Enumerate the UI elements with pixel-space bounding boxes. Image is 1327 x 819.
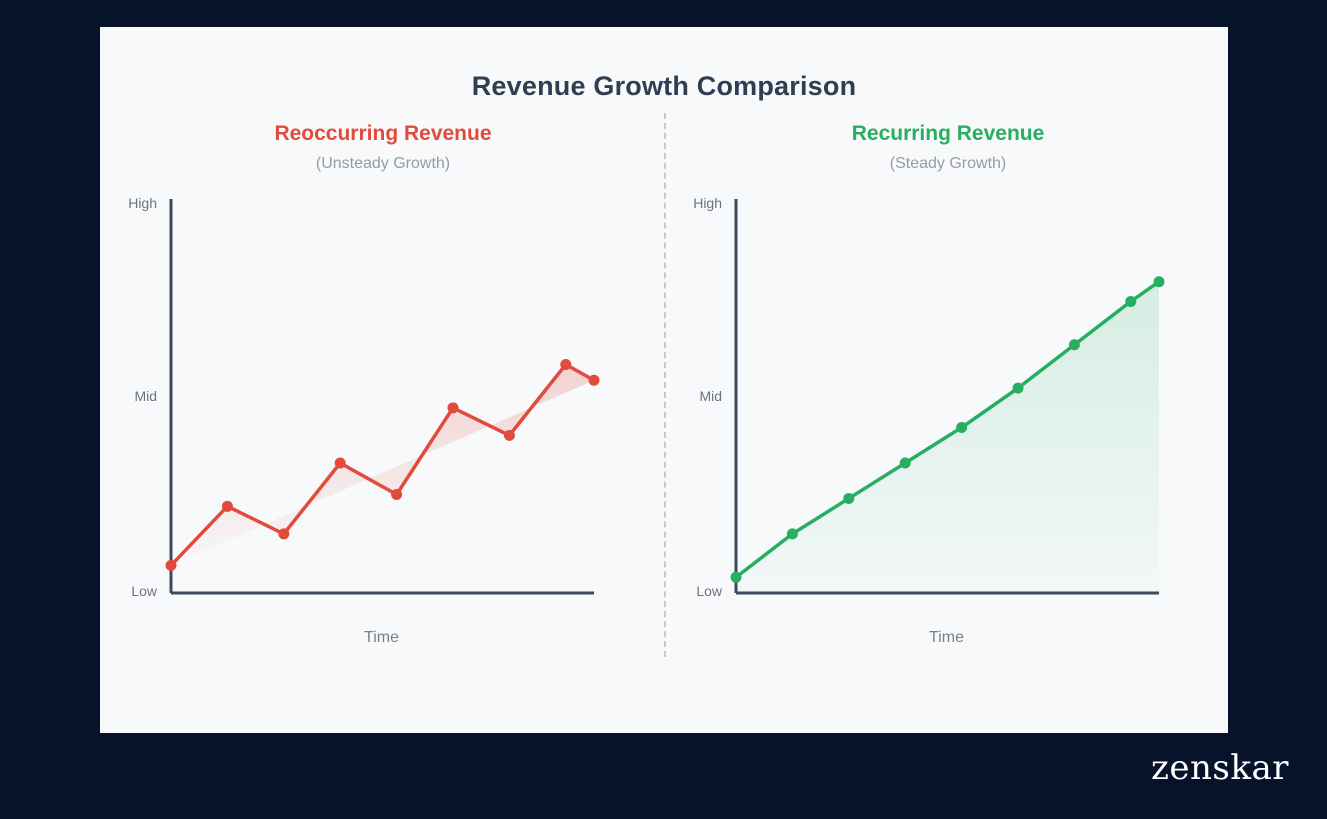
data-point-1 — [786, 528, 798, 540]
y-tick-label-low: Low — [131, 583, 158, 599]
y-tick-label-high: High — [693, 195, 722, 211]
panel-subtitle-recurring: (Steady Growth) — [889, 155, 1007, 172]
data-point-3 — [334, 457, 346, 469]
data-point-2 — [843, 492, 855, 504]
area-fill-0 — [171, 364, 594, 566]
x-axis-label: Time — [929, 629, 964, 646]
data-point-7 — [560, 358, 572, 370]
data-point-7 — [1125, 295, 1137, 307]
data-point-4 — [956, 422, 968, 434]
page-title: Revenue Growth Comparison — [471, 71, 857, 101]
chart-card: Revenue Growth Comparison Reoccurring Re… — [100, 27, 1228, 733]
y-tick-label-mid: Mid — [699, 388, 722, 404]
data-point-5 — [1012, 382, 1024, 394]
data-point-1 — [221, 500, 233, 512]
panel-title-reoccurring: Reoccurring Revenue — [274, 122, 492, 145]
data-point-4 — [391, 489, 403, 500]
data-point-8 — [1153, 276, 1165, 288]
panel-subtitle-reoccurring: (Unsteady Growth) — [315, 155, 451, 172]
y-tick-label-high: High — [128, 195, 157, 211]
y-tick-label-low: Low — [696, 583, 723, 599]
panel-title-recurring: Recurring Revenue — [851, 122, 1045, 145]
recurring-revenue-chart: Low Mid High Time — [693, 195, 1165, 646]
data-point-5 — [447, 402, 459, 414]
x-axis-label: Time — [364, 629, 399, 646]
data-point-0 — [730, 571, 742, 583]
data-point-3 — [899, 457, 911, 469]
data-point-8 — [588, 374, 600, 386]
data-point-0 — [165, 559, 177, 571]
brand-logo: zenskar — [1150, 748, 1289, 788]
data-point-6 — [503, 429, 515, 441]
reoccurring-revenue-chart: Low Mid High Time — [128, 195, 600, 646]
data-point-6 — [1068, 339, 1080, 351]
panel-divider — [664, 113, 666, 657]
data-point-2 — [278, 528, 290, 540]
panel-reoccurring: Reoccurring Revenue (Unsteady Growth) Lo… — [100, 27, 664, 733]
y-tick-label-mid: Mid — [134, 388, 157, 404]
panel-recurring: Recurring Revenue (Steady Growth) Low Mid… — [664, 27, 1228, 733]
